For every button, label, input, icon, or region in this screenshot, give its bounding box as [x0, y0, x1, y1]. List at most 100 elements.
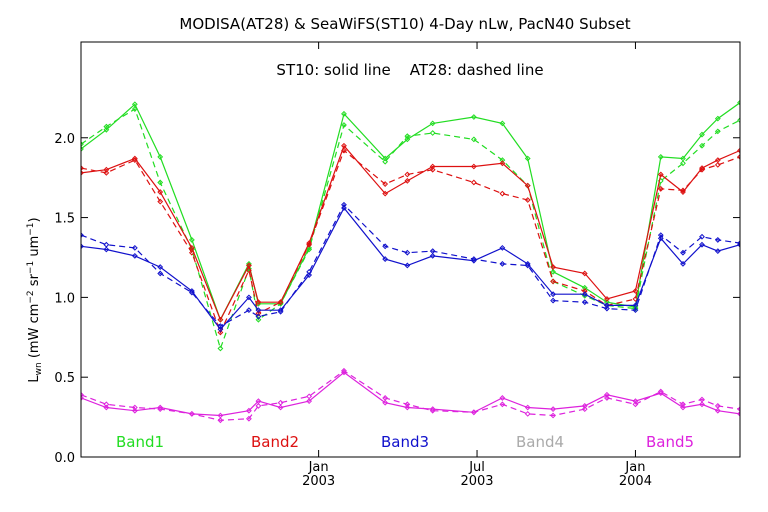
data-point: [699, 241, 705, 248]
data-point: [188, 237, 195, 243]
data-point: [131, 252, 138, 259]
data-point: [550, 278, 556, 285]
data-point: [470, 136, 477, 143]
y-tick-label: 1.0: [54, 291, 75, 306]
data-point: [306, 246, 313, 253]
data-point: [680, 404, 686, 411]
data-point: [341, 122, 347, 128]
data-point: [188, 249, 195, 256]
chart-title: MODISA(AT28) & SeaWiFS(ST10) 4-Day nLw, …: [179, 15, 630, 33]
data-point: [81, 146, 84, 152]
data-point: [550, 291, 556, 298]
data-point: [524, 262, 531, 269]
data-point: [714, 237, 721, 243]
x-tick-month: Jan: [308, 460, 329, 475]
data-point: [524, 404, 531, 411]
data-point: [157, 406, 164, 413]
data-point: [604, 302, 610, 309]
data-point: [680, 187, 686, 194]
series-line-band1-at28: [81, 108, 740, 351]
data-point: [217, 316, 224, 323]
y-tick-label: 0.0: [54, 451, 75, 466]
data-point: [680, 249, 686, 256]
data-point: [255, 316, 262, 323]
data-point: [306, 393, 313, 400]
data-point: [657, 171, 664, 178]
plot-frame: [80, 41, 741, 458]
data-point: [255, 299, 262, 306]
data-point: [699, 166, 705, 173]
data-point: [499, 160, 506, 167]
data-point: [81, 391, 84, 398]
data-point: [157, 264, 164, 270]
data-point: [103, 123, 110, 130]
data-point: [277, 308, 284, 315]
series-line-band3-st10: [81, 206, 740, 331]
data-point: [470, 179, 477, 186]
data-point: [246, 307, 252, 314]
data-point: [499, 120, 506, 127]
data-point: [382, 395, 389, 401]
x-tick-month: Jul: [468, 460, 485, 475]
data-point: [524, 155, 531, 162]
data-point: [131, 404, 138, 411]
data-point: [429, 252, 436, 259]
series-line-band5-at28: [81, 370, 740, 421]
data-point: [306, 398, 313, 405]
data-point: [499, 260, 506, 267]
data-point: [103, 241, 110, 248]
data-point: [714, 115, 721, 122]
data-point: [404, 133, 411, 140]
legend-band2: Band2: [251, 433, 299, 451]
data-point: [217, 329, 224, 336]
data-point: [217, 326, 224, 333]
data-point: [382, 190, 389, 197]
data-point: [737, 154, 740, 160]
data-point: [131, 157, 138, 164]
data-point: [604, 296, 610, 302]
data-point: [103, 401, 110, 408]
data-point: [550, 297, 556, 304]
data-point: [470, 256, 477, 262]
data-point: [657, 154, 664, 160]
chart-annotation: ST10: solid line AT28: dashed line: [276, 61, 543, 79]
data-point: [81, 232, 84, 239]
data-point: [737, 240, 740, 247]
data-point: [632, 307, 639, 314]
data-point: [382, 155, 389, 162]
data-point: [550, 412, 556, 419]
data-point: [81, 395, 84, 401]
data-point: [255, 403, 262, 409]
data-point: [255, 307, 262, 314]
data-point: [81, 243, 84, 250]
data-point: [680, 160, 686, 167]
series-line-band3-at28: [81, 203, 740, 327]
data-point: [131, 407, 138, 414]
x-tick-month: Jan: [624, 460, 645, 475]
data-point: [81, 141, 84, 148]
data-point: [306, 268, 313, 275]
data-point: [382, 181, 389, 187]
data-point: [604, 299, 610, 306]
data-point: [714, 161, 721, 168]
series-line-band1-st10: [81, 102, 740, 322]
data-point: [404, 171, 411, 178]
data-point: [429, 120, 436, 127]
data-point: [157, 189, 164, 195]
data-point: [714, 403, 721, 409]
data-point: [246, 407, 252, 414]
data-point: [604, 305, 610, 312]
data-point: [714, 128, 721, 135]
data-point: [217, 323, 224, 330]
data-point: [341, 367, 347, 374]
data-point: [550, 406, 556, 413]
data-point: [188, 289, 195, 296]
data-point: [429, 130, 436, 136]
y-tick-label: 2.0: [54, 132, 75, 147]
data-point: [581, 288, 588, 294]
data-point: [246, 267, 252, 274]
data-point: [382, 256, 389, 262]
data-point: [699, 396, 705, 403]
data-point: [404, 249, 411, 256]
data-point: [429, 166, 436, 173]
